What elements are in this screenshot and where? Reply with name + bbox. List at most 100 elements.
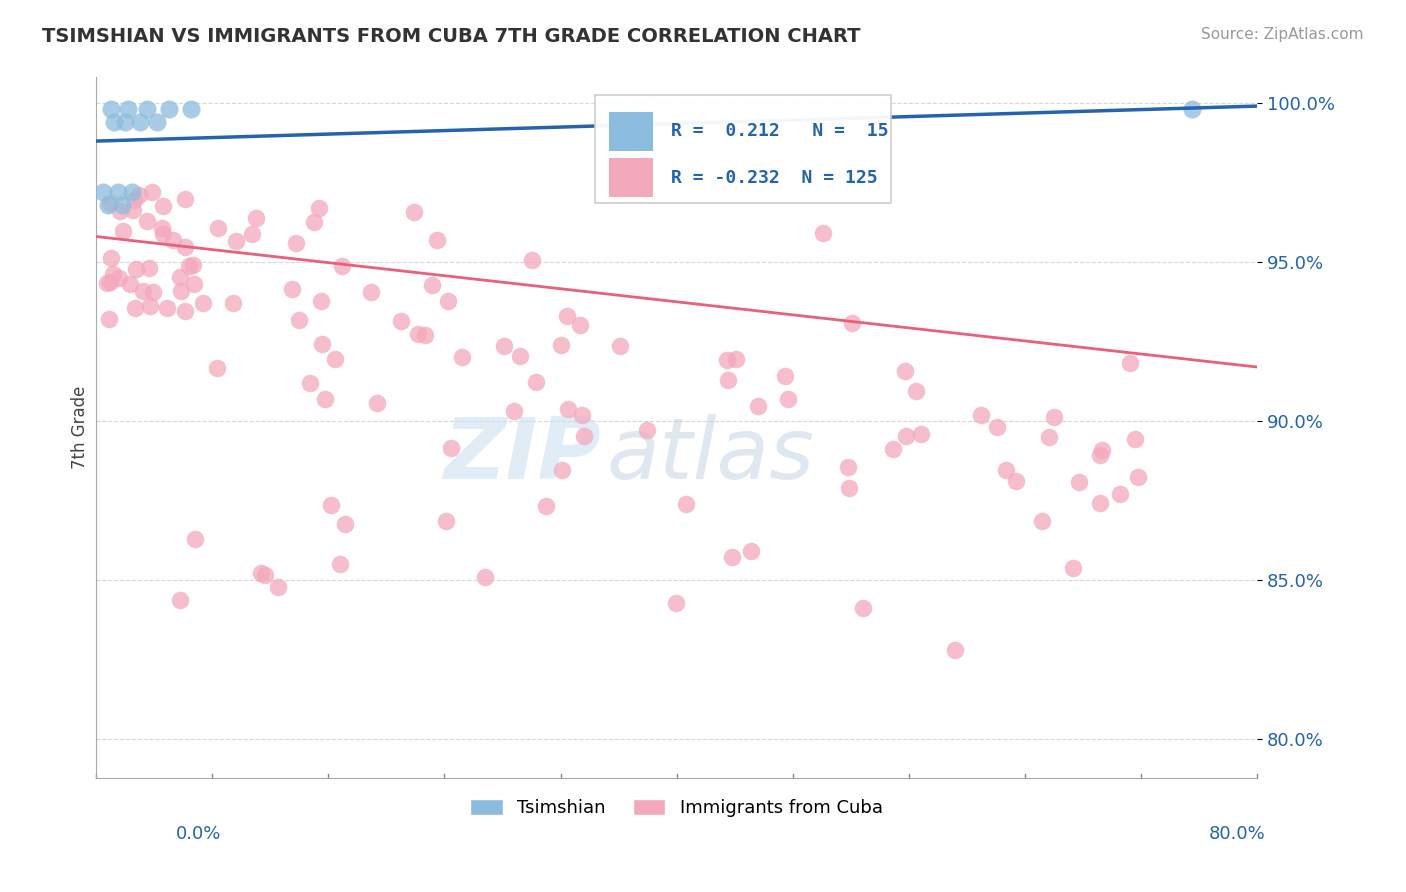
Point xyxy=(122,202,145,217)
Point xyxy=(98,196,121,211)
Point xyxy=(524,376,547,390)
Point xyxy=(413,328,436,343)
Point xyxy=(894,364,917,378)
Point xyxy=(156,301,179,316)
Point xyxy=(309,293,332,308)
Point xyxy=(360,285,382,300)
Point xyxy=(333,517,356,532)
Text: 0.0%: 0.0% xyxy=(176,825,221,843)
Point xyxy=(314,392,336,407)
Point xyxy=(838,481,860,495)
Point xyxy=(93,185,115,199)
Point xyxy=(139,299,162,313)
Point xyxy=(111,224,134,238)
Point xyxy=(534,500,557,514)
Text: ZIP: ZIP xyxy=(443,414,602,497)
FancyBboxPatch shape xyxy=(595,95,891,203)
Point xyxy=(1123,432,1146,446)
Point xyxy=(841,316,863,330)
Point xyxy=(636,424,658,438)
Point xyxy=(146,115,169,129)
Point xyxy=(117,102,139,116)
Point xyxy=(169,593,191,607)
Point xyxy=(550,338,572,352)
Point xyxy=(1031,514,1053,528)
Point xyxy=(503,404,526,418)
Point xyxy=(1038,429,1060,443)
Text: 80.0%: 80.0% xyxy=(1209,825,1265,843)
Point xyxy=(522,253,544,268)
Point xyxy=(128,115,150,129)
Point xyxy=(141,185,163,199)
Point xyxy=(366,396,388,410)
Point xyxy=(675,497,697,511)
Point xyxy=(181,258,204,272)
Point xyxy=(1090,442,1112,457)
Point xyxy=(402,205,425,219)
Point xyxy=(451,350,474,364)
Point xyxy=(434,514,457,528)
Point xyxy=(142,285,165,299)
Y-axis label: 7th Grade: 7th Grade xyxy=(72,386,89,469)
Point xyxy=(101,267,124,281)
Point xyxy=(124,262,146,277)
Point xyxy=(179,259,201,273)
Point xyxy=(330,259,353,273)
Point xyxy=(97,312,120,326)
Point xyxy=(571,408,593,422)
Point xyxy=(943,642,966,657)
Point xyxy=(245,211,267,226)
Point xyxy=(225,234,247,248)
Point xyxy=(267,580,290,594)
Text: R =  0.212   N =  15: R = 0.212 N = 15 xyxy=(671,122,889,140)
Point xyxy=(747,399,769,413)
Point xyxy=(250,566,273,580)
Point xyxy=(440,441,463,455)
Point xyxy=(329,558,352,572)
Text: R = -0.232  N = 125: R = -0.232 N = 125 xyxy=(671,169,877,186)
Point xyxy=(436,294,458,309)
Point xyxy=(170,284,193,298)
Point xyxy=(128,188,150,202)
Point xyxy=(122,193,145,207)
Point xyxy=(408,326,430,341)
Point xyxy=(837,460,859,475)
Point xyxy=(894,429,917,443)
Point xyxy=(184,532,207,546)
Point xyxy=(811,226,834,240)
Point xyxy=(193,296,215,310)
Point xyxy=(111,198,134,212)
Point xyxy=(509,349,531,363)
Point xyxy=(138,260,160,275)
Point xyxy=(183,277,205,292)
Point xyxy=(572,429,595,443)
Point xyxy=(132,284,155,298)
Point xyxy=(717,374,740,388)
Point xyxy=(1108,487,1130,501)
Text: atlas: atlas xyxy=(607,414,815,497)
Point xyxy=(1067,475,1090,490)
Point xyxy=(280,282,302,296)
Point xyxy=(100,251,122,265)
Point xyxy=(240,227,263,241)
Point xyxy=(152,227,174,242)
Point xyxy=(970,409,993,423)
Point xyxy=(904,384,927,399)
Text: TSIMSHIAN VS IMMIGRANTS FROM CUBA 7TH GRADE CORRELATION CHART: TSIMSHIAN VS IMMIGRANTS FROM CUBA 7TH GR… xyxy=(42,27,860,45)
Point xyxy=(494,339,516,353)
Point xyxy=(321,498,343,512)
Point xyxy=(1181,102,1204,116)
Point xyxy=(852,601,875,615)
Point xyxy=(174,304,197,318)
Point xyxy=(311,336,333,351)
Point xyxy=(776,392,799,406)
Point xyxy=(426,233,449,247)
Point xyxy=(724,351,747,366)
Point xyxy=(174,240,197,254)
Point xyxy=(1005,475,1028,489)
Point xyxy=(551,463,574,477)
Point xyxy=(285,236,308,251)
Point xyxy=(910,427,932,442)
Point xyxy=(555,309,578,323)
Point xyxy=(323,351,346,366)
